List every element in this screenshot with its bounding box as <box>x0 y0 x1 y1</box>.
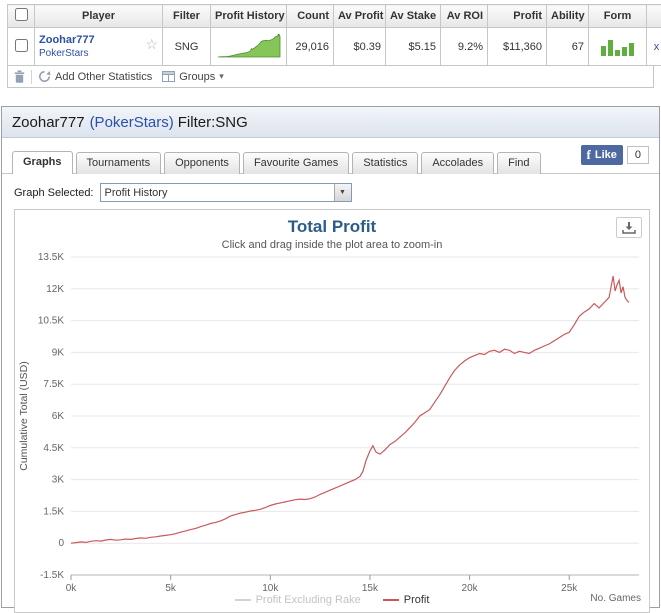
chart-legend: Profit Excluding Rake Profit <box>15 594 649 606</box>
facebook-like-button[interactable]: f Like <box>581 145 623 165</box>
legend-profit-excluding-rake[interactable]: Profit Excluding Rake <box>235 594 361 606</box>
count-value: 29,016 <box>287 28 334 66</box>
profit-chart: Total Profit Click and drag inside the p… <box>14 209 650 613</box>
facebook-icon: f <box>587 147 591 163</box>
svg-text:15k: 15k <box>362 583 379 593</box>
table-footer-bar: Add Other Statistics Groups ▾ <box>7 66 654 88</box>
trash-icon <box>14 70 25 83</box>
header-profit[interactable]: Profit <box>488 5 547 28</box>
header-form[interactable]: Form <box>589 5 647 28</box>
refresh-icon <box>38 70 51 83</box>
chart-title: Total Profit <box>15 217 649 237</box>
tab-accolades[interactable]: Accolades <box>421 152 494 174</box>
chart-plot-area[interactable]: -1.5K 0 1.5K 3K 4.5K 6K 7.5K 9K 10.5K 12K 13.5K 0k 5… <box>15 253 649 593</box>
graph-select-row: Graph Selected: Profit History ▼ <box>14 183 659 202</box>
svg-text:7.5K: 7.5K <box>43 379 64 390</box>
player-name-link[interactable]: Zoohar777 <box>39 33 144 47</box>
svg-text:13.5K: 13.5K <box>38 253 64 263</box>
legend-line-icon <box>235 599 251 601</box>
svg-text:3K: 3K <box>52 475 65 486</box>
groups-icon <box>162 71 175 82</box>
profit-history-sparkline-cell <box>211 28 287 66</box>
legend-line-icon <box>383 599 399 601</box>
row-checkbox[interactable] <box>15 39 28 52</box>
tab-statistics[interactable]: Statistics <box>352 152 418 174</box>
header-count[interactable]: Count <box>287 5 334 28</box>
tab-bar: Graphs Tournaments Opponents Favourite G… <box>2 149 659 174</box>
download-icon <box>622 222 636 234</box>
facebook-like-widget: f Like 0 <box>581 145 649 165</box>
svg-text:10k: 10k <box>262 583 279 593</box>
av-stake-value: $5.15 <box>386 28 441 66</box>
player-stats-table: Player Filter Profit History▼ Count Av P… <box>7 4 661 66</box>
tab-tournaments[interactable]: Tournaments <box>76 152 162 174</box>
chart-subtitle: Click and drag inside the plot area to z… <box>15 239 649 251</box>
tab-find[interactable]: Find <box>497 152 540 174</box>
svg-text:4.5K: 4.5K <box>43 443 64 454</box>
svg-text:0: 0 <box>58 538 64 549</box>
panel-player-name: Zoohar777 <box>12 114 85 131</box>
x-axis-title: No. Games <box>590 593 641 604</box>
form-cell <box>589 28 647 66</box>
svg-text:9K: 9K <box>52 347 65 358</box>
av-roi-value: 9.2% <box>441 28 488 66</box>
add-other-statistics-button[interactable]: Add Other Statistics <box>38 70 152 83</box>
filter-value: SNG <box>163 28 211 66</box>
groups-button[interactable]: Groups ▾ <box>162 71 224 83</box>
header-filter[interactable]: Filter <box>163 5 211 28</box>
form-bars-chart <box>593 38 642 56</box>
player-stats-table-wrap: Player Filter Profit History▼ Count Av P… <box>7 4 654 88</box>
panel-header: Zoohar777 (PokerStars) Filter:SNG <box>2 107 659 138</box>
svg-text:25k: 25k <box>561 583 578 593</box>
header-av-stake[interactable]: Av Stake <box>386 5 441 28</box>
favorite-star-icon[interactable]: ☆ <box>145 36 158 53</box>
chevron-down-icon: ▾ <box>219 71 224 82</box>
tab-opponents[interactable]: Opponents <box>164 152 240 174</box>
facebook-like-label: Like <box>595 149 617 161</box>
select-all-checkbox[interactable] <box>15 8 28 21</box>
ability-value: 67 <box>547 28 589 66</box>
delete-button[interactable] <box>14 70 25 83</box>
graph-select[interactable]: Profit History ▼ <box>100 183 352 202</box>
graph-select-value: Profit History <box>105 187 168 199</box>
header-av-roi[interactable]: Av ROI <box>441 5 488 28</box>
chevron-down-icon: ▼ <box>334 184 351 201</box>
facebook-like-count: 0 <box>627 146 649 164</box>
profit-value: $11,360 <box>488 28 547 66</box>
svg-text:Cumulative Total (USD): Cumulative Total (USD) <box>18 361 30 471</box>
legend-label: Profit <box>404 594 430 606</box>
divider <box>31 70 32 84</box>
remove-row-link[interactable]: x <box>654 41 660 53</box>
chart-export-button[interactable] <box>616 217 642 238</box>
header-ability[interactable]: Ability <box>547 5 589 28</box>
player-detail-panel: Zoohar777 (PokerStars) Filter:SNG f Like… <box>1 106 660 608</box>
svg-text:12K: 12K <box>46 284 64 295</box>
player-site-link[interactable]: PokerStars <box>39 47 144 60</box>
svg-text:1.5K: 1.5K <box>43 506 64 517</box>
groups-label: Groups <box>179 71 215 83</box>
svg-text:0k: 0k <box>66 583 78 593</box>
panel-player-site[interactable]: (PokerStars) <box>90 114 174 131</box>
header-profit-history[interactable]: Profit History▼ <box>211 5 287 28</box>
table-row: Zoohar777 PokerStars ☆ SNG 29,016 $0.39 … <box>8 28 661 66</box>
panel-filter-label: Filter:SNG <box>178 114 248 131</box>
svg-text:20k: 20k <box>462 583 479 593</box>
add-other-statistics-label: Add Other Statistics <box>55 71 152 83</box>
svg-text:5k: 5k <box>165 583 177 593</box>
legend-profit[interactable]: Profit <box>383 594 430 606</box>
av-profit-value: $0.39 <box>334 28 386 66</box>
profit-history-sparkline <box>217 32 281 58</box>
header-profit-history-label: Profit History <box>215 10 285 22</box>
graph-selected-label: Graph Selected: <box>14 187 94 199</box>
tab-graphs[interactable]: Graphs <box>12 151 73 174</box>
legend-label: Profit Excluding Rake <box>256 594 361 606</box>
tab-favourite-games[interactable]: Favourite Games <box>243 152 349 174</box>
header-player[interactable]: Player <box>35 5 163 28</box>
svg-text:6K: 6K <box>52 411 65 422</box>
svg-text:-1.5K: -1.5K <box>40 570 64 581</box>
svg-text:10.5K: 10.5K <box>38 316 64 327</box>
header-av-profit[interactable]: Av Profit <box>334 5 386 28</box>
stats-header-row: Player Filter Profit History▼ Count Av P… <box>8 5 661 28</box>
